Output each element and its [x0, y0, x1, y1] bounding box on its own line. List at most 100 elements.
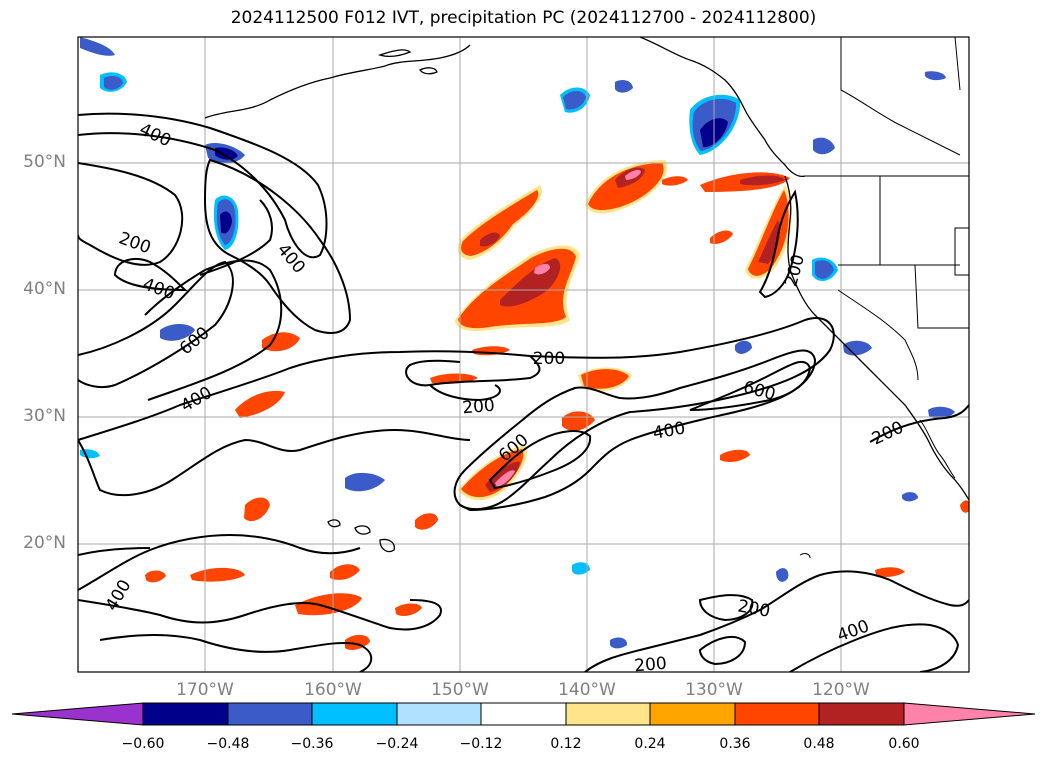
positive-precip-blob [710, 230, 733, 244]
negative-precip-blob [689, 94, 741, 155]
ivt-contour [144, 259, 283, 401]
ivt-contour [584, 570, 969, 672]
coastlines [204, 37, 969, 559]
positive-precip-blob [330, 564, 360, 580]
colorbar-segment [565, 702, 651, 726]
colorbar-tick-label: −0.24 [375, 736, 419, 752]
colorbar-tick-label: −0.36 [290, 736, 334, 752]
ivt-contour [78, 112, 328, 259]
positive-precip-blob [700, 172, 790, 192]
positive-precip-blob [578, 367, 632, 392]
positive-precip-blob [262, 332, 300, 352]
ivt-contour [78, 260, 234, 389]
colorbar-tick-label: 0.60 [888, 736, 920, 752]
ivt-contour [113, 257, 188, 292]
positive-precip-blob [190, 567, 245, 582]
negative-precip-blob [100, 72, 127, 92]
negative-precip-blob [928, 406, 955, 419]
colorbar-segment [311, 702, 398, 726]
contour-label: 200 [634, 654, 668, 677]
colorbar-segment [734, 702, 820, 726]
negative-precip-blob [776, 568, 789, 582]
colorbar-tick-label: −0.48 [206, 736, 250, 752]
colorbar-tick-label: 0.24 [634, 736, 666, 752]
negative-precip-blob [80, 37, 115, 56]
colorbar-tick-label: 0.36 [719, 736, 751, 752]
colorbar-tick-label: −0.12 [459, 736, 503, 752]
positive-precip-blob [720, 449, 750, 463]
colorbar-tick-label: 0.12 [550, 736, 582, 752]
positive-precip-blob [295, 593, 362, 616]
longitude-label: 140°W [558, 680, 616, 700]
colorbar-segment [396, 702, 482, 726]
ivt-contour [203, 158, 352, 334]
colorbar-segment [480, 702, 567, 726]
ivt-contour [78, 317, 835, 511]
precipitation-fields [80, 37, 969, 650]
negative-precip-blob [735, 340, 752, 354]
longitude-label: 120°W [812, 680, 870, 700]
negative-precip-blob [572, 562, 590, 575]
ivt-contour [429, 384, 501, 402]
latitude-label: 40°N [23, 279, 66, 299]
ivt-contour [78, 599, 442, 631]
colorbar-extend-low [11, 702, 144, 726]
ivt-contour [689, 360, 812, 411]
negative-precip-blob [205, 143, 245, 163]
negative-precip-blob [615, 80, 633, 93]
negative-precip-blob [160, 324, 195, 341]
ivt-contour [78, 547, 151, 556]
colorbar-segment [227, 702, 313, 726]
colorbar [11, 702, 1036, 726]
map-title: 2024112500 F012 IVT, precipitation PC (2… [230, 8, 817, 28]
colorbar-tick-label: −0.60 [121, 736, 165, 752]
ivt-contour [78, 428, 471, 497]
positive-precip-blob [585, 160, 668, 214]
map-frame [77, 36, 970, 673]
ivt-contour [453, 349, 817, 512]
longitude-label: 130°W [685, 680, 743, 700]
negative-precip-blob [902, 492, 918, 502]
positive-precip-blob [960, 500, 969, 513]
latitude-label: 20°N [23, 533, 66, 553]
negative-precip-blob [925, 71, 946, 81]
negative-precip-blob [610, 637, 628, 649]
colorbar-segment [649, 702, 736, 726]
contour-label: 200 [462, 396, 496, 419]
ivt-contour [199, 199, 273, 276]
longitude-label: 170°W [176, 680, 234, 700]
ivt-contour [869, 404, 969, 443]
positive-precip-blob [235, 390, 285, 418]
negative-precip-blob [560, 87, 590, 113]
longitude-label: 160°W [304, 680, 362, 700]
colorbar-segment [142, 702, 229, 726]
ivt-contour [758, 189, 799, 299]
ivt-contour [789, 623, 960, 672]
positive-precip-blob [395, 603, 422, 616]
positive-precip-blob [415, 513, 438, 530]
ivt-contour [99, 634, 373, 672]
negative-precip-blob [213, 195, 239, 250]
longitude-label: 150°W [431, 680, 489, 700]
positive-precip-blob [662, 176, 688, 186]
positive-precip-blob [457, 185, 542, 260]
negative-precip-blob [843, 340, 872, 356]
positive-precip-blob [145, 570, 166, 583]
negative-precip-blob [812, 257, 838, 282]
positive-precip-blob [455, 245, 580, 332]
positive-precip-blob [875, 567, 905, 577]
colorbar-extend-high [903, 702, 1036, 726]
contour-label: 200 [533, 349, 565, 369]
negative-precip-blob [813, 137, 835, 155]
ivt-contours [78, 112, 969, 672]
ivt-contour [698, 594, 754, 622]
colorbar-segment [818, 702, 905, 726]
ivt-contour [78, 533, 361, 591]
ivt-contour [488, 430, 592, 490]
colorbar-tick-label: 0.48 [803, 736, 835, 752]
latitude-label: 50°N [23, 152, 66, 172]
negative-precip-blob [345, 472, 385, 492]
positive-precip-blob [244, 497, 270, 522]
ivt-contour [78, 162, 184, 266]
